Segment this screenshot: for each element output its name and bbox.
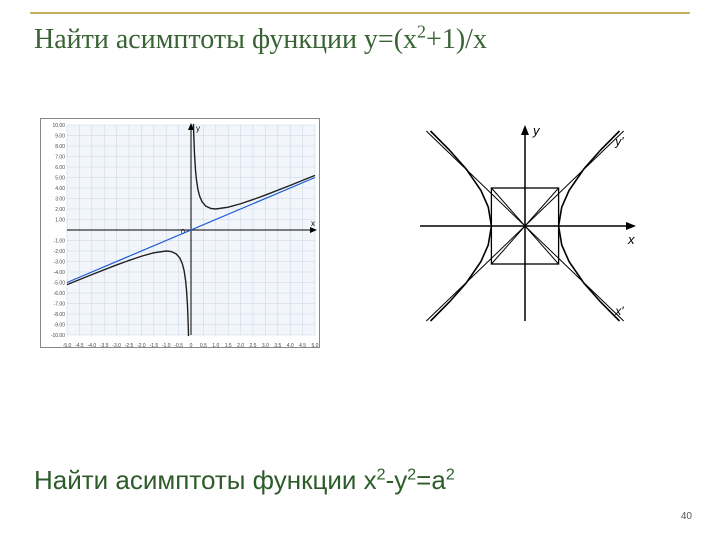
svg-text:4.5: 4.5 [299,343,306,349]
svg-text:3.00: 3.00 [55,197,65,203]
svg-text:-8.00: -8.00 [54,312,66,318]
svg-text:3.5: 3.5 [274,343,281,349]
svg-text:-6.00: -6.00 [54,291,66,297]
svg-text:-3.0: -3.0 [112,343,121,349]
svg-text:2.00: 2.00 [55,207,65,213]
svg-text:8.00: 8.00 [55,144,65,150]
svg-text:7.00: 7.00 [55,155,65,161]
title-prefix: Найти асимптоты функции y=(x [34,24,417,55]
svg-text:-7.00: -7.00 [54,302,66,308]
bt-sup1: 2 [377,466,386,483]
title-sup1: 2 [417,22,426,42]
svg-text:1.5: 1.5 [225,343,232,349]
bt-tail: =a [416,465,446,495]
bt-mid: -y [386,465,408,495]
svg-text:9.00: 9.00 [55,134,65,140]
svg-text:-9.00: -9.00 [54,323,66,329]
svg-text:0: 0 [190,343,193,349]
svg-text:-2.0: -2.0 [137,343,146,349]
bt-prefix: Найти асимптоты функции x [34,465,377,495]
svg-text:x': x' [614,304,624,318]
svg-text:10.00: 10.00 [52,123,65,129]
svg-text:-1.0: -1.0 [162,343,171,349]
svg-text:y: y [196,124,200,133]
title-underline [30,12,690,14]
left-chart-svg: y x 0 -10.00 -9.00 -8.00 -7.00 -6.00 -5.00 -4.00 -… [41,119,321,349]
svg-text:y: y [532,123,541,138]
bottom-title: Найти асимптоты функции x2-y2=a2 [34,465,455,496]
svg-text:-4.00: -4.00 [54,270,66,276]
svg-text:x: x [627,232,635,247]
svg-text:5.0: 5.0 [312,343,319,349]
svg-text:2.5: 2.5 [250,343,257,349]
svg-text:-10.00: -10.00 [51,333,65,339]
title-suffix: +1)/x [426,24,487,55]
svg-text:-4.0: -4.0 [87,343,96,349]
svg-text:-2.00: -2.00 [54,249,66,255]
slide-container: Найти асимптоты функции y=(x2+1)/x yx0-1… [0,0,720,540]
svg-text:6.00: 6.00 [55,165,65,171]
svg-text:3.0: 3.0 [262,343,269,349]
svg-text:-0.5: -0.5 [174,343,183,349]
bt-sup2: 2 [407,466,416,483]
left-chart: y x 0 -10.00 -9.00 -8.00 -7.00 -6.00 -5.00 -4.00 -… [40,118,320,348]
svg-text:4.00: 4.00 [55,186,65,192]
svg-text:5.00: 5.00 [55,176,65,182]
svg-text:-5.0: -5.0 [63,343,72,349]
svg-text:-1.5: -1.5 [149,343,158,349]
svg-text:0.5: 0.5 [200,343,207,349]
svg-text:-1.00: -1.00 [54,239,66,245]
svg-text:-5.00: -5.00 [54,281,66,287]
right-chart-svg: y x y' x' [400,106,670,346]
right-chart: y x y' x' [400,106,670,346]
svg-text:-3.00: -3.00 [54,260,66,266]
svg-text:-2.5: -2.5 [125,343,134,349]
svg-text:-3.5: -3.5 [100,343,109,349]
svg-text:1.00: 1.00 [55,218,65,224]
svg-text:y': y' [614,134,624,148]
svg-text:-4.5: -4.5 [75,343,84,349]
svg-text:1.0: 1.0 [212,343,219,349]
page-title: Найти асимптоты функции y=(x2+1)/x [34,24,487,56]
page-number: 40 [681,511,692,522]
svg-text:2.0: 2.0 [237,343,244,349]
svg-text:4.0: 4.0 [287,343,294,349]
svg-text:x: x [311,219,315,228]
bt-sup3: 2 [446,466,455,483]
